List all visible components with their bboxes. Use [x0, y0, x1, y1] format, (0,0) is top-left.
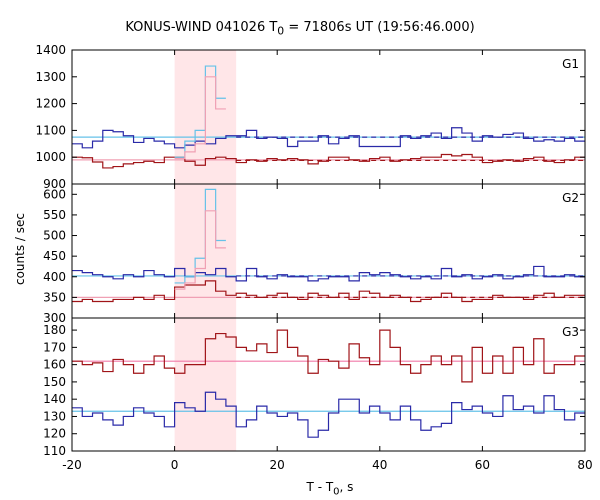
y-tick-label: 900 — [43, 177, 66, 191]
chart-title: KONUS-WIND 041026 T0 = 71806s UT (19:56:… — [125, 20, 475, 38]
panel-label-G1: G1 — [562, 57, 579, 71]
y-tick-label: 1100 — [35, 123, 66, 137]
y-tick-label: 170 — [43, 340, 66, 354]
y-tick-label: 400 — [43, 270, 66, 284]
y-tick-label: 500 — [43, 229, 66, 243]
y-axis-label: counts / sec — [13, 213, 27, 286]
x-axis-label: T - T0, s — [306, 480, 354, 498]
x-tick-label: 20 — [270, 458, 285, 472]
series-line-G2-3 — [174, 210, 226, 290]
panel-plot-G2 — [72, 188, 585, 303]
panel-plot-G1 — [72, 65, 585, 169]
y-tick-label: 1300 — [35, 70, 66, 84]
y-tick-label: 450 — [43, 249, 66, 263]
x-tick-label: 40 — [372, 458, 387, 472]
series-line-G1-3 — [174, 76, 226, 160]
series-line-G1-1 — [72, 153, 585, 169]
panel-plot-G3 — [72, 329, 585, 438]
y-tick-label: 1000 — [35, 150, 66, 164]
panel-frame-G1 — [71, 49, 586, 185]
y-tick-label: 350 — [43, 290, 66, 304]
x-tick-label: 80 — [577, 458, 592, 472]
y-tick-label: 140 — [43, 392, 66, 406]
y-tick-label: 1400 — [35, 43, 66, 57]
panel-label-G2: G2 — [562, 191, 579, 205]
y-tick-label: 110 — [43, 444, 66, 458]
x-tick-label: 60 — [475, 458, 490, 472]
x-tick-label: -20 — [62, 458, 82, 472]
y-tick-label: 150 — [43, 375, 66, 389]
panel-frame-G3 — [71, 317, 586, 452]
series-line-G1-0 — [72, 127, 585, 149]
y-tick-label: 180 — [43, 323, 66, 337]
y-tick-label: 550 — [43, 208, 66, 222]
y-tick-label: 130 — [43, 409, 66, 423]
y-tick-label: 600 — [43, 187, 66, 201]
panel-label-G3: G3 — [562, 325, 579, 339]
series-line-G3-0 — [72, 329, 585, 383]
y-tick-label: 160 — [43, 358, 66, 372]
x-tick-label: 0 — [171, 458, 179, 472]
y-tick-label: 300 — [43, 311, 66, 325]
y-tick-label: 120 — [43, 427, 66, 441]
y-tick-label: 1200 — [35, 97, 66, 111]
series-line-G3-1 — [72, 391, 585, 438]
series-line-G2-1 — [72, 280, 585, 303]
series-line-G2-0 — [72, 265, 585, 282]
